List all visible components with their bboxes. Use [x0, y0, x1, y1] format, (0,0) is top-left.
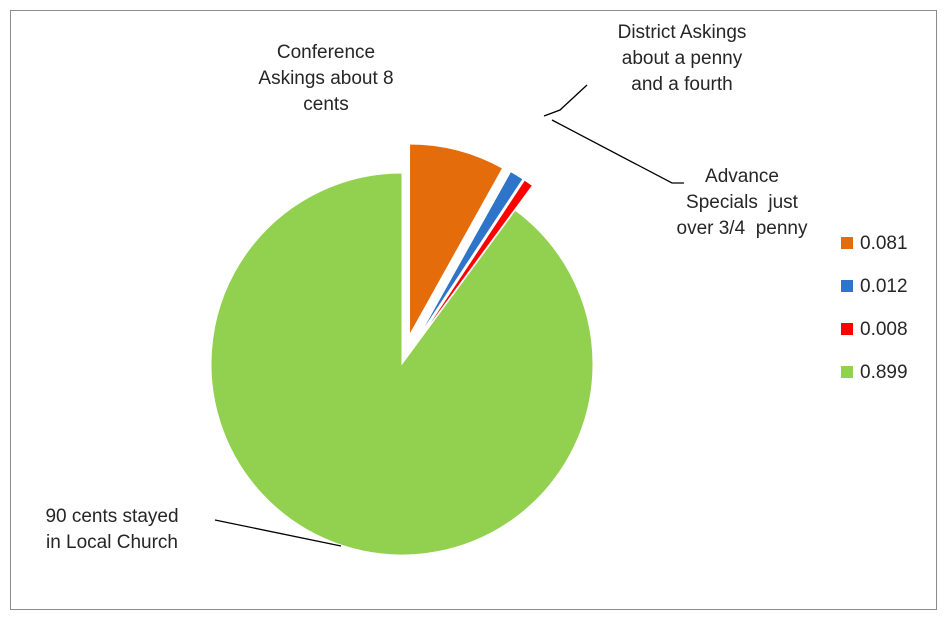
legend-swatch-1 — [841, 237, 853, 249]
legend-label-1: 0.081 — [860, 233, 908, 254]
legend-swatch-2 — [841, 280, 853, 292]
leader-line-3 — [551, 119, 684, 184]
slice-label-1: Conference Askings about 8 cents — [258, 42, 393, 115]
slice-label-3: Advance Specials just over 3/4 penny — [677, 166, 808, 239]
legend-label-4: 0.899 — [860, 362, 908, 383]
pie-slice-2 — [417, 170, 524, 339]
slice-labels: Conference Askings about 8 cents District A… — [45, 22, 808, 553]
legend-label-3: 0.008 — [860, 319, 908, 340]
pie-slice-3 — [418, 179, 534, 340]
legend-swatch-4 — [841, 366, 853, 378]
leader-lines — [214, 84, 684, 547]
leader-line-4 — [214, 519, 342, 547]
pie-slice-1 — [409, 143, 504, 337]
pie-slices — [210, 143, 594, 556]
legend-label-2: 0.012 — [860, 276, 908, 297]
legend: 0.081 0.012 0.008 0.899 — [841, 233, 908, 383]
pie-slice-4 — [210, 172, 594, 556]
legend-swatch-3 — [841, 323, 853, 335]
slice-label-2: District Askings about a penny and a fourt… — [618, 22, 747, 95]
slice-label-4: 90 cents stayed in Local Church — [45, 506, 178, 553]
leader-line-2 — [543, 84, 588, 117]
